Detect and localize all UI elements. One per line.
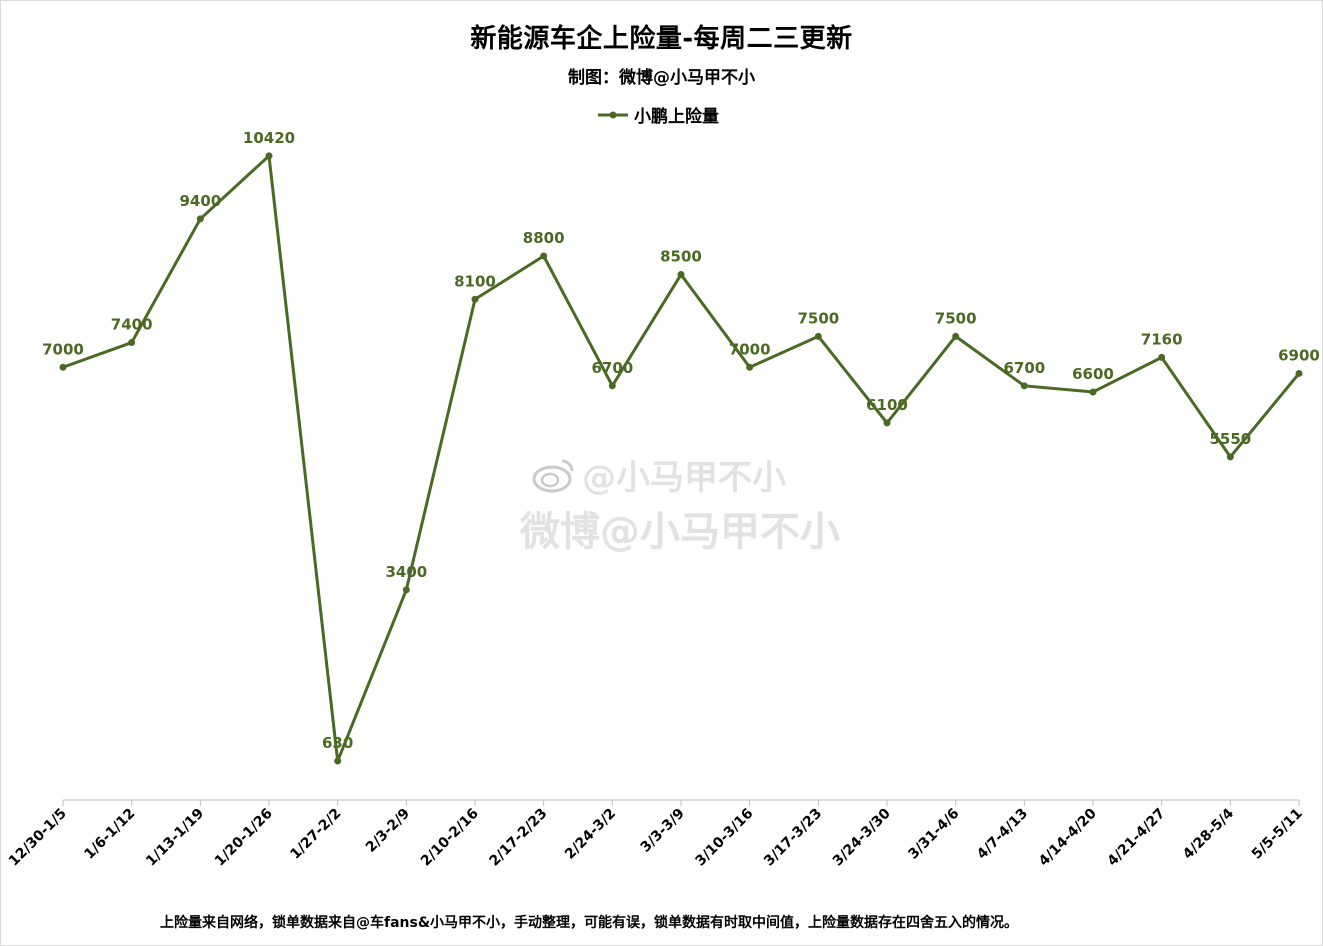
data-label: 8100 <box>454 272 496 290</box>
x-tick-label: 1/20-1/26 <box>212 806 276 870</box>
x-tick-label: 2/24-3/2 <box>562 806 619 863</box>
x-tick-label: 3/3-3/9 <box>638 806 688 856</box>
data-label: 7500 <box>797 309 839 327</box>
data-label: 7500 <box>935 309 977 327</box>
data-label: 7400 <box>111 316 153 334</box>
data-point <box>1226 453 1234 461</box>
data-label: 6900 <box>1278 346 1320 364</box>
x-tick-label: 2/10-2/16 <box>418 806 482 870</box>
x-tick-label: 4/21-4/27 <box>1105 806 1169 870</box>
x-tick-label: 3/24-3/30 <box>830 805 894 869</box>
data-label: 6100 <box>866 396 908 414</box>
data-point <box>814 332 822 340</box>
data-point <box>59 363 67 371</box>
x-tick-label: 4/28-5/4 <box>1180 805 1237 862</box>
data-label: 9400 <box>179 192 221 210</box>
data-point <box>952 332 960 340</box>
data-label: 8500 <box>660 248 702 266</box>
data-point <box>540 252 548 260</box>
data-label: 5550 <box>1209 430 1251 448</box>
x-tick-label: 4/14-4/20 <box>1036 805 1100 869</box>
data-point <box>402 586 410 594</box>
data-label: 6700 <box>591 359 633 377</box>
x-tick-label: 3/10-3/16 <box>693 806 757 870</box>
footnote: 上险量来自网络，锁单数据来自@车fans&小马甲不小，手动整理，可能有误，锁单数… <box>160 915 1019 931</box>
data-point <box>677 271 685 279</box>
data-point <box>196 215 204 223</box>
data-point <box>128 339 136 347</box>
data-label: 7000 <box>42 340 84 358</box>
data-point <box>1158 353 1166 361</box>
data-point <box>608 382 616 390</box>
x-tick-label: 2/17-2/23 <box>487 806 551 870</box>
data-point <box>334 757 342 765</box>
data-label: 8800 <box>523 229 565 247</box>
data-point <box>746 363 754 371</box>
data-label: 6600 <box>1072 365 1114 383</box>
data-point <box>1020 382 1028 390</box>
data-point <box>1295 369 1303 377</box>
data-point <box>265 152 273 160</box>
data-point <box>883 419 891 427</box>
x-tick-label: 2/3-2/9 <box>363 806 413 856</box>
chart-subtitle: 制图：微博@小马甲不小 <box>568 68 755 88</box>
data-point <box>471 295 479 303</box>
x-tick-label: 1/27-2/2 <box>287 806 344 863</box>
data-label: 7000 <box>729 340 771 358</box>
x-tick-label: 12/30-1/5 <box>6 806 70 870</box>
data-label: 630 <box>322 734 353 752</box>
data-label: 3400 <box>385 563 427 581</box>
x-tick-label: 3/31-4/6 <box>905 806 962 863</box>
legend-line-marker-icon <box>598 111 628 118</box>
data-label: 10420 <box>243 129 295 147</box>
chart-title: 新能源车企上险量-每周二三更新 <box>470 24 853 54</box>
legend: 小鹏上险量 <box>598 102 719 127</box>
x-tick-label: 5/5-5/11 <box>1249 806 1306 863</box>
x-tick-label: 3/17-3/23 <box>761 806 825 870</box>
data-point <box>1089 388 1097 396</box>
data-label: 6700 <box>1003 359 1045 377</box>
x-tick-label: 4/7-4/13 <box>974 806 1031 863</box>
data-label: 7160 <box>1141 330 1183 348</box>
legend-label: 小鹏上险量 <box>634 107 719 127</box>
x-tick-label: 1/13-1/19 <box>143 806 207 870</box>
x-tick-label: 1/6-1/12 <box>81 806 138 863</box>
